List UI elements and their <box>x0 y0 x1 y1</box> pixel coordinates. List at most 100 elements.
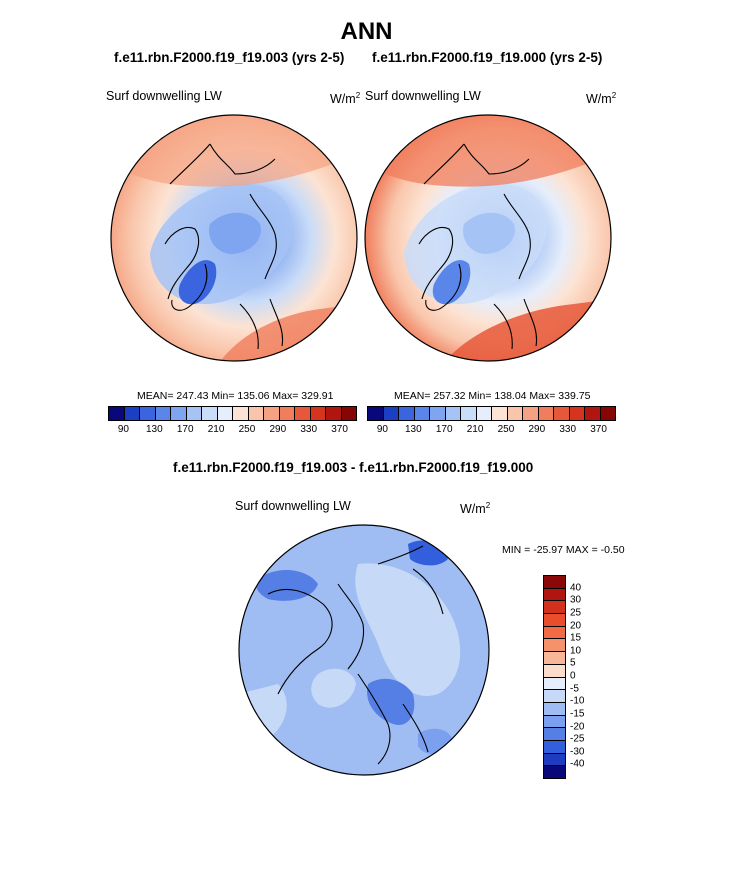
figure-title: ANN <box>340 18 393 45</box>
colorbar-tick-label: 20 <box>570 620 582 631</box>
colorbar-swatch <box>544 588 565 602</box>
colorbar-tick-label: 370 <box>590 424 607 435</box>
strong-region <box>367 678 415 725</box>
colorbar-swatch <box>523 407 539 420</box>
colorbar-swatch <box>544 740 565 754</box>
colorbar-swatch <box>295 407 311 420</box>
colorbar-swatch <box>544 652 565 665</box>
colorbar-swatch <box>109 407 125 420</box>
colorbar-tick-label: 130 <box>404 424 422 435</box>
map-boundary <box>364 114 612 362</box>
colorbar-tick-label: -15 <box>570 708 585 720</box>
colorbar-swatch <box>544 614 565 627</box>
panel-1-units: W/m2 <box>330 91 360 106</box>
colorbar-swatch <box>186 407 202 420</box>
light-region <box>311 668 356 708</box>
units-text: W/m <box>460 502 486 517</box>
colorbar-tick-label: -40 <box>570 758 585 770</box>
colorbar-swatch <box>368 407 384 420</box>
colorbar-swatch <box>544 766 565 778</box>
diff-colorbar-labels: 40 30 25 20 15 10 5 0 -5 -10 -15 -20 -25 -30 -40 <box>570 575 610 777</box>
colorbar-tick-label: 290 <box>528 424 546 435</box>
colorbar-tick-label: 30 <box>570 594 582 606</box>
colorbar-tick-label: 90 <box>117 424 129 435</box>
panel-1-stats: MEAN= 247.43 Min= 135.06 Max= 329.91 <box>137 390 334 402</box>
colorbar-swatch <box>492 407 508 420</box>
colorbar-tick-label: 170 <box>435 424 453 435</box>
units-exponent: 2 <box>611 91 617 100</box>
panel-2-polar-map <box>364 114 612 362</box>
colorbar-swatch <box>414 407 430 420</box>
colorbar-swatch <box>507 407 523 420</box>
cold-core <box>463 212 515 254</box>
colorbar-tick-label: 250 <box>238 424 256 435</box>
diff-polar-map <box>238 524 490 776</box>
colorbar-swatch <box>544 728 565 741</box>
colorbar-swatch <box>310 407 326 420</box>
colorbar-swatch <box>264 407 280 420</box>
coastlines <box>164 143 284 350</box>
colorbar-swatch <box>461 407 477 420</box>
colorbar-tick-label: 25 <box>570 607 582 619</box>
units-exponent: 2 <box>485 501 491 510</box>
colorbar-swatch <box>544 690 565 703</box>
panel-2-case-title: f.e11.rbn.F2000.f19_f19.000 (yrs 2-5) <box>372 50 603 65</box>
colorbar-swatch <box>155 407 171 420</box>
panel-2-variable-label: Surf downwelling LW <box>365 89 481 103</box>
colorbar-swatch <box>544 626 565 640</box>
colorbar-swatch <box>171 407 187 420</box>
colorbar-swatch <box>326 407 342 420</box>
colorbar-swatch <box>140 407 156 420</box>
colorbar-swatch <box>544 664 565 678</box>
colorbar-tick-label: 370 <box>331 424 348 435</box>
colorbar-swatch <box>202 407 218 420</box>
colorbar-swatch <box>569 407 585 420</box>
coastlines <box>267 545 444 765</box>
colorbar-tick-label: -20 <box>570 721 585 732</box>
panel-2-colorbar-labels: 90 130 170 210 250 290 330 370 <box>367 424 614 438</box>
colorbar-tick-label: -30 <box>570 746 585 758</box>
colorbar-tick-label: 210 <box>207 424 225 435</box>
colorbar-tick-label: 15 <box>570 632 582 644</box>
diff-units: W/m2 <box>460 501 490 516</box>
colorbar-swatch <box>585 407 601 420</box>
colorbar-tick-label: 330 <box>300 424 318 435</box>
panel-1-case-title: f.e11.rbn.F2000.f19_f19.003 (yrs 2-5) <box>114 50 345 65</box>
colorbar-swatch <box>544 601 565 615</box>
units-exponent: 2 <box>355 91 361 100</box>
colorbar-swatch <box>544 576 565 589</box>
colorbar-swatch <box>124 407 140 420</box>
diff-stats: MIN = -25.97 MAX = -0.50 <box>502 544 625 556</box>
colorbar-swatch <box>399 407 415 420</box>
coastlines <box>418 143 538 350</box>
panel-1-polar-map <box>110 114 358 362</box>
units-text: W/m <box>586 92 612 107</box>
panel-1-colorbar <box>108 406 357 421</box>
colorbar-swatch <box>554 407 570 420</box>
colorbar-tick-label: 330 <box>559 424 577 435</box>
diff-colorbar <box>543 575 566 779</box>
colorbar-tick-label: 170 <box>176 424 194 435</box>
panel-2-stats: MEAN= 257.32 Min= 138.04 Max= 339.75 <box>394 390 591 402</box>
colorbar-swatch <box>248 407 264 420</box>
colorbar-tick-label: 10 <box>570 645 582 657</box>
colorbar-tick-label: 40 <box>570 582 582 594</box>
diff-variable-label: Surf downwelling LW <box>235 499 351 513</box>
colorbar-swatch <box>544 639 565 653</box>
panel-1-colorbar-labels: 90 130 170 210 250 290 330 370 <box>108 424 355 438</box>
colorbar-swatch <box>445 407 461 420</box>
map-boundary <box>238 524 490 776</box>
panel-2-units: W/m2 <box>586 91 616 106</box>
colorbar-swatch <box>341 407 356 420</box>
colorbar-tick-label: 90 <box>376 424 388 435</box>
colorbar-swatch <box>600 407 615 420</box>
units-text: W/m <box>330 92 356 107</box>
panel-1-variable-label: Surf downwelling LW <box>106 89 222 103</box>
colorbar-swatch <box>430 407 446 420</box>
colorbar-tick-label: -5 <box>570 683 579 695</box>
colorbar-tick-label: 0 <box>570 670 576 682</box>
colorbar-swatch <box>538 407 554 420</box>
colorbar-tick-label: -25 <box>570 733 585 745</box>
cold-core <box>209 212 261 254</box>
colorbar-tick-label: 250 <box>497 424 515 435</box>
